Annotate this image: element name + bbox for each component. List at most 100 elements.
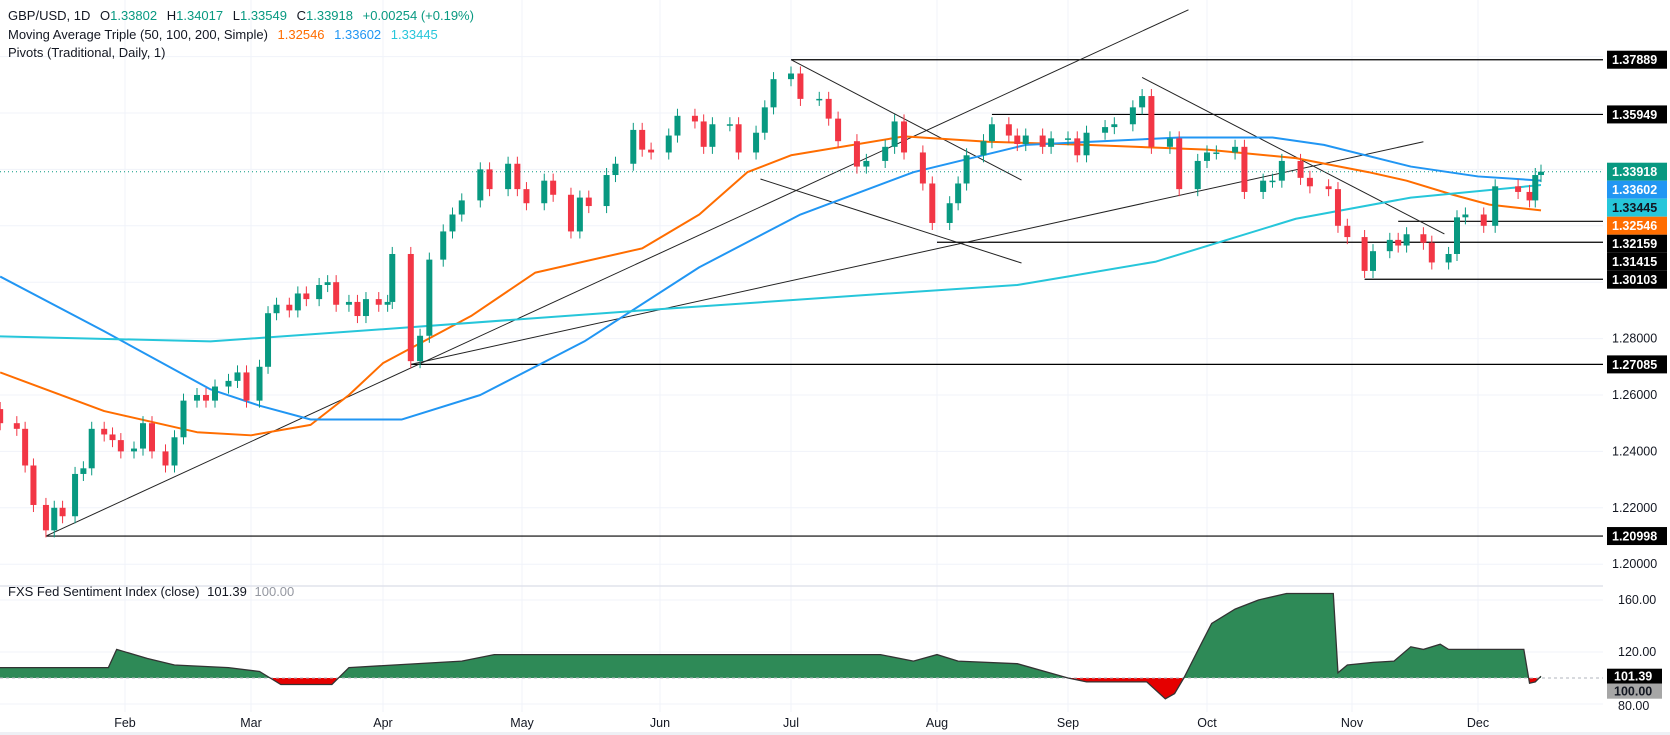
candle-body xyxy=(1325,186,1332,190)
indicator-tick-label: 80.00 xyxy=(1618,699,1649,713)
price-badge-label: 1.31415 xyxy=(1612,255,1657,269)
candle-body xyxy=(303,293,310,300)
candle-body xyxy=(1532,175,1539,201)
candle-body xyxy=(131,448,137,452)
price-badge xyxy=(1607,355,1667,374)
indicator-line xyxy=(0,592,1542,700)
candle-body xyxy=(1005,124,1012,136)
candle-body xyxy=(1269,180,1276,183)
candle-body xyxy=(1395,239,1402,246)
symbol-title: GBP/USD, 1D xyxy=(8,8,91,23)
candle-body xyxy=(1526,191,1533,201)
candle-body xyxy=(980,141,987,156)
candle-body xyxy=(1102,127,1109,133)
candle-body xyxy=(1306,177,1313,187)
ma-line-ma200 xyxy=(0,184,1542,343)
candle-body xyxy=(955,183,962,204)
candle-body xyxy=(1039,135,1046,147)
candle-body xyxy=(265,313,272,367)
candle-body xyxy=(505,163,512,190)
candle-body xyxy=(1139,96,1146,108)
candle-body xyxy=(1538,171,1544,176)
candle-body xyxy=(514,163,521,190)
time-tick-label: Sep xyxy=(1057,716,1079,730)
candle-body xyxy=(333,282,340,305)
candle-body xyxy=(30,465,37,505)
candle-body xyxy=(88,428,95,469)
candle-body xyxy=(988,124,995,142)
candle-body xyxy=(1022,135,1029,145)
time-tick-label: Apr xyxy=(373,716,392,730)
pivots-legend[interactable]: Pivots (Traditional, Daily, 1) xyxy=(8,45,172,60)
price-badge xyxy=(1607,105,1667,124)
price-tick-label: 1.26000 xyxy=(1612,388,1657,402)
candle-body xyxy=(523,189,530,204)
candle-body xyxy=(212,386,218,401)
candle-body xyxy=(384,301,391,305)
candle-body xyxy=(709,124,716,147)
time-tick-label: Dec xyxy=(1467,716,1489,730)
indicator-badge xyxy=(1607,683,1662,699)
candle-body xyxy=(477,169,484,201)
price-badge xyxy=(1607,180,1667,199)
candle-body xyxy=(726,124,733,126)
candle-body xyxy=(1129,107,1136,125)
candle-body xyxy=(700,121,707,147)
time-tick-label: Jul xyxy=(783,716,799,730)
candle-body xyxy=(1260,180,1267,192)
pivots-title: Pivots (Traditional, Daily, 1) xyxy=(8,45,166,60)
candle-body xyxy=(362,299,369,317)
high-label: H xyxy=(166,8,177,23)
candle-body xyxy=(1462,214,1469,218)
candle-body xyxy=(1454,217,1460,254)
candle-body xyxy=(13,423,20,429)
ma-line-ma100 xyxy=(0,136,1542,421)
candle-body xyxy=(919,152,926,184)
candle-body xyxy=(389,253,396,302)
candle-body xyxy=(1278,160,1285,181)
candle-body xyxy=(735,124,742,153)
time-tick-label: Jun xyxy=(650,716,670,730)
candle-body xyxy=(1445,253,1452,263)
high-value: 1.34017 xyxy=(176,8,224,23)
candle-body xyxy=(825,98,832,119)
ma100-value: 1.33602 xyxy=(334,27,382,42)
candle-body xyxy=(648,149,655,153)
price-tick-label: 1.22000 xyxy=(1612,501,1657,515)
candle-body xyxy=(59,507,66,517)
indicator-badge xyxy=(1607,668,1662,684)
candle-body xyxy=(426,259,433,336)
time-tick-label: Aug xyxy=(926,716,948,730)
indicator-badge-label: 101.39 xyxy=(1614,670,1652,684)
time-tick-label: Feb xyxy=(114,716,136,730)
candle-body xyxy=(1492,186,1499,226)
price-tick-label: 1.28000 xyxy=(1612,332,1657,346)
candle-body xyxy=(1065,138,1071,140)
candle-body xyxy=(835,118,842,142)
candle-body xyxy=(901,121,908,153)
indicator-legend[interactable]: FXS Fed Sentiment Index (close) 101.39 1… xyxy=(8,584,298,599)
ma-legend[interactable]: Moving Average Triple (50, 100, 200, Sim… xyxy=(8,27,444,42)
candle-body xyxy=(354,301,361,317)
candle-body xyxy=(149,423,155,452)
close-label: C xyxy=(296,8,306,23)
symbol-legend[interactable]: GBP/USD, 1D O1.33802 H1.34017 L1.33549 C… xyxy=(8,8,480,23)
candle-body xyxy=(194,394,200,401)
time-tick-label: Mar xyxy=(240,716,262,730)
candle-body xyxy=(316,285,323,300)
candle-body xyxy=(243,372,250,401)
indicator-pane xyxy=(0,592,1603,700)
candle-body xyxy=(140,423,146,449)
price-badge xyxy=(1607,216,1667,235)
ma-line-ma50 xyxy=(0,135,1542,437)
price-badge xyxy=(1607,198,1667,217)
candle-body xyxy=(603,175,610,207)
candle-body xyxy=(816,98,823,101)
candle-body xyxy=(567,194,574,232)
candle-body xyxy=(1403,234,1410,246)
candle-body xyxy=(1241,146,1248,192)
candle-body xyxy=(1176,138,1183,190)
candle-body xyxy=(234,372,241,381)
